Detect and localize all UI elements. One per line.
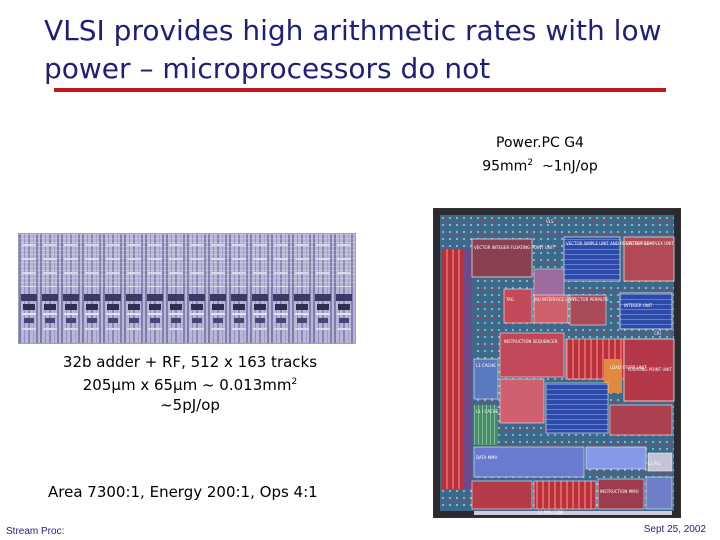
adder-area-exponent: 2 bbox=[291, 377, 298, 387]
summary-ratio: Area 7300:1, Energy 200:1, Ops 4:1 bbox=[48, 483, 318, 501]
die-label-16: L1 PLL bbox=[648, 461, 662, 466]
chip-area-exponent: 2 bbox=[527, 158, 534, 168]
adder-caption: 32b adder + RF, 512 x 163 tracks 205μm x… bbox=[30, 352, 350, 415]
die-label-5: BIU INTERFACE UNIT bbox=[534, 297, 575, 302]
die-label-6: VECTOR PERMUTE bbox=[572, 297, 609, 302]
chip-specs: 95mm2 ~1nJ/op bbox=[440, 153, 640, 177]
die-label-17: L1 PMU SIDE bbox=[538, 510, 564, 515]
adder-array-image bbox=[18, 233, 356, 344]
chip-caption: Power.PC G4 95mm2 ~1nJ/op bbox=[440, 133, 640, 177]
footer-date: Sept 25, 2002 bbox=[643, 524, 706, 535]
chip-area: 95mm bbox=[482, 158, 528, 175]
adder-line-1: 32b adder + RF, 512 x 163 tracks bbox=[62, 353, 318, 371]
die-label-9: INSTRUCTION SEQUENCER bbox=[504, 339, 558, 344]
title-line-1: VLSI provides high arithmetic rates with… bbox=[44, 14, 662, 47]
chip-name: Power.PC G4 bbox=[496, 135, 584, 151]
die-label-12: LOAD STORE UNIT bbox=[610, 365, 647, 370]
adder-size: 205μm x 65μm ~ 0.013mm bbox=[82, 376, 292, 394]
die-label-2: VECTOR SIMPLE UNIT AND REGISTER FILE bbox=[566, 241, 650, 246]
die-label-4: TAG bbox=[505, 297, 514, 302]
chip-energy: ~1nJ/op bbox=[541, 158, 598, 175]
die-label-13: FLOATING POINT UNIT bbox=[628, 367, 672, 372]
die-label-3: VECTOR COMPLEX UNIT bbox=[626, 241, 674, 246]
footer-left: Stream Proc: bbox=[6, 526, 65, 537]
die-label-10: L1 CACHE bbox=[476, 363, 496, 368]
adder-line-3: ~5pJ/op bbox=[160, 396, 220, 414]
die-label-14: DATA MMU bbox=[476, 455, 497, 460]
die-label-1: VECTOR INTEGER FLOATING POINT UNIT bbox=[474, 245, 555, 250]
slide-title: VLSI provides high arithmetic rates with… bbox=[44, 12, 704, 88]
die-label-11: L1 I CACHE bbox=[476, 409, 499, 414]
die-label-7: INTEGER UNIT bbox=[624, 303, 653, 308]
title-underline bbox=[54, 88, 666, 92]
powerpc-die-image: VLS VECTOR INTEGER FLOATING POINT UNIT V… bbox=[433, 208, 681, 518]
die-label-8: CRI bbox=[654, 331, 661, 336]
die-label-0: VLS bbox=[546, 219, 554, 224]
adder-line-2: 205μm x 65μm ~ 0.013mm2 bbox=[30, 372, 350, 395]
title-line-2: power – microprocessors do not bbox=[44, 52, 491, 85]
die-label-15: INSTRUCTION MMU bbox=[600, 489, 639, 494]
